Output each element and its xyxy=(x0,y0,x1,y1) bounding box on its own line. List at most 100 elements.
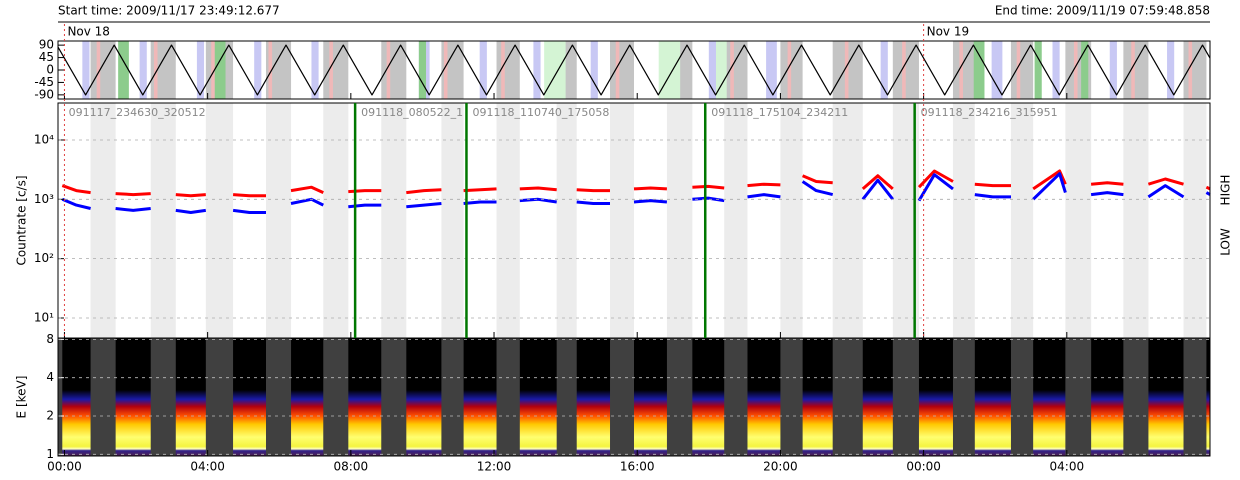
spectrogram-column xyxy=(406,338,442,456)
y-tick-label: 45 xyxy=(39,50,54,64)
gap-shading xyxy=(556,103,577,338)
spectrogram-column xyxy=(1033,338,1066,456)
gap-shading xyxy=(952,103,975,338)
attitude-band xyxy=(902,41,906,99)
end-time: End time: 2009/11/19 07:59:48.858 xyxy=(995,4,1210,18)
attitude-band xyxy=(610,41,634,99)
attitude-band xyxy=(708,41,720,99)
y-tick-label: 8 xyxy=(46,332,54,346)
attitude-band xyxy=(82,41,90,99)
gap-shading xyxy=(265,103,292,338)
spectrogram-column xyxy=(519,338,557,456)
attitude-band xyxy=(496,41,520,99)
attitude-band xyxy=(443,41,448,99)
spectrogram-column xyxy=(233,338,266,456)
attitude-band xyxy=(1052,41,1060,99)
attitude-band xyxy=(418,41,427,99)
file-label: 091118_234216_315951 xyxy=(921,106,1058,119)
attitude-band xyxy=(118,41,129,99)
gap-shading xyxy=(441,103,464,338)
gap-shading xyxy=(666,103,693,338)
spectrogram-column xyxy=(1091,338,1124,456)
attitude-band xyxy=(1109,41,1117,99)
attitude-band xyxy=(952,41,975,99)
x-tick-label: 04:00 xyxy=(190,460,225,474)
spectrogram-column xyxy=(115,338,151,456)
attitude-band xyxy=(892,41,919,99)
gap-shading xyxy=(1065,103,1092,338)
spectrogram-column xyxy=(862,338,893,456)
gap-shading xyxy=(780,103,803,338)
spectrogram-column xyxy=(348,338,382,456)
spectrogram-column xyxy=(291,338,324,456)
x-tick-label: 16:00 xyxy=(620,460,655,474)
attitude-band xyxy=(381,41,407,99)
gap-shading xyxy=(832,103,863,338)
gap-shading xyxy=(150,103,176,338)
data-line xyxy=(61,169,1211,198)
attitude-band xyxy=(1016,41,1021,99)
attitude-band xyxy=(991,41,1003,99)
spectrogram-column xyxy=(1148,338,1184,456)
spectrogram-column xyxy=(974,338,1011,456)
gap-shading xyxy=(610,103,634,338)
data-line xyxy=(61,172,1211,214)
legend-entry: LOW xyxy=(1219,228,1233,256)
file-label: 091118_110740_175058 xyxy=(472,106,609,119)
attitude-band xyxy=(211,41,215,99)
spectrogram-column xyxy=(62,338,91,456)
attitude-band xyxy=(196,41,205,99)
gap-shading xyxy=(323,103,349,338)
spectrogram-column xyxy=(747,338,781,456)
attitude-band xyxy=(1081,41,1089,99)
attitude-band xyxy=(1123,41,1149,99)
start-time: Start time: 2009/11/17 23:49:12.677 xyxy=(58,4,280,18)
attitude-band xyxy=(96,41,101,99)
y-tick-label: 10² xyxy=(34,251,54,265)
attitude-band xyxy=(1131,41,1135,99)
attitude-band xyxy=(880,41,888,99)
y-axis-label: E [keV] xyxy=(15,376,29,419)
attitude-band xyxy=(1073,41,1078,99)
spectrogram-column xyxy=(918,338,953,456)
x-tick-label: 00:00 xyxy=(906,460,941,474)
attitude-band xyxy=(787,41,792,99)
attitude-band xyxy=(730,41,734,99)
y-tick-label: 90 xyxy=(39,38,54,52)
attitude-band xyxy=(715,41,727,99)
day-label: Nov 19 xyxy=(927,25,970,39)
y-tick-label: 10³ xyxy=(34,192,54,206)
attitude-band xyxy=(1034,41,1042,99)
x-tick-label: 20:00 xyxy=(763,460,798,474)
spectrogram-column xyxy=(175,338,206,456)
x-tick-label: 08:00 xyxy=(334,460,369,474)
spectrogram-column xyxy=(692,338,725,456)
attitude-band xyxy=(1188,41,1193,99)
day-label: Nov 18 xyxy=(67,25,110,39)
gap-shading xyxy=(381,103,407,338)
y-tick-label: 1 xyxy=(46,447,54,461)
attitude-band xyxy=(214,41,226,99)
attitude-band xyxy=(590,41,598,99)
attitude-band xyxy=(153,41,158,99)
spectrogram-column xyxy=(463,338,497,456)
y-tick-label: 4 xyxy=(46,370,54,384)
attitude-band xyxy=(1183,41,1207,99)
attitude-band xyxy=(139,41,147,99)
legend-entry: HIGH xyxy=(1219,175,1233,206)
y-tick-label: 10⁴ xyxy=(34,132,54,146)
spectrogram-column xyxy=(576,338,611,456)
spectrogram-column xyxy=(1206,338,1210,456)
attitude-band xyxy=(533,41,541,99)
file-label: 091118_080522_1 xyxy=(361,106,463,119)
data-line xyxy=(57,44,1211,96)
attitude-band xyxy=(268,41,273,99)
attitude-band xyxy=(724,41,748,99)
y-tick-label: -45 xyxy=(34,75,54,89)
y-tick-label: 2 xyxy=(46,408,54,422)
gap-shading xyxy=(1010,103,1034,338)
x-tick-label: 12:00 xyxy=(477,460,512,474)
attitude-band xyxy=(479,41,487,99)
